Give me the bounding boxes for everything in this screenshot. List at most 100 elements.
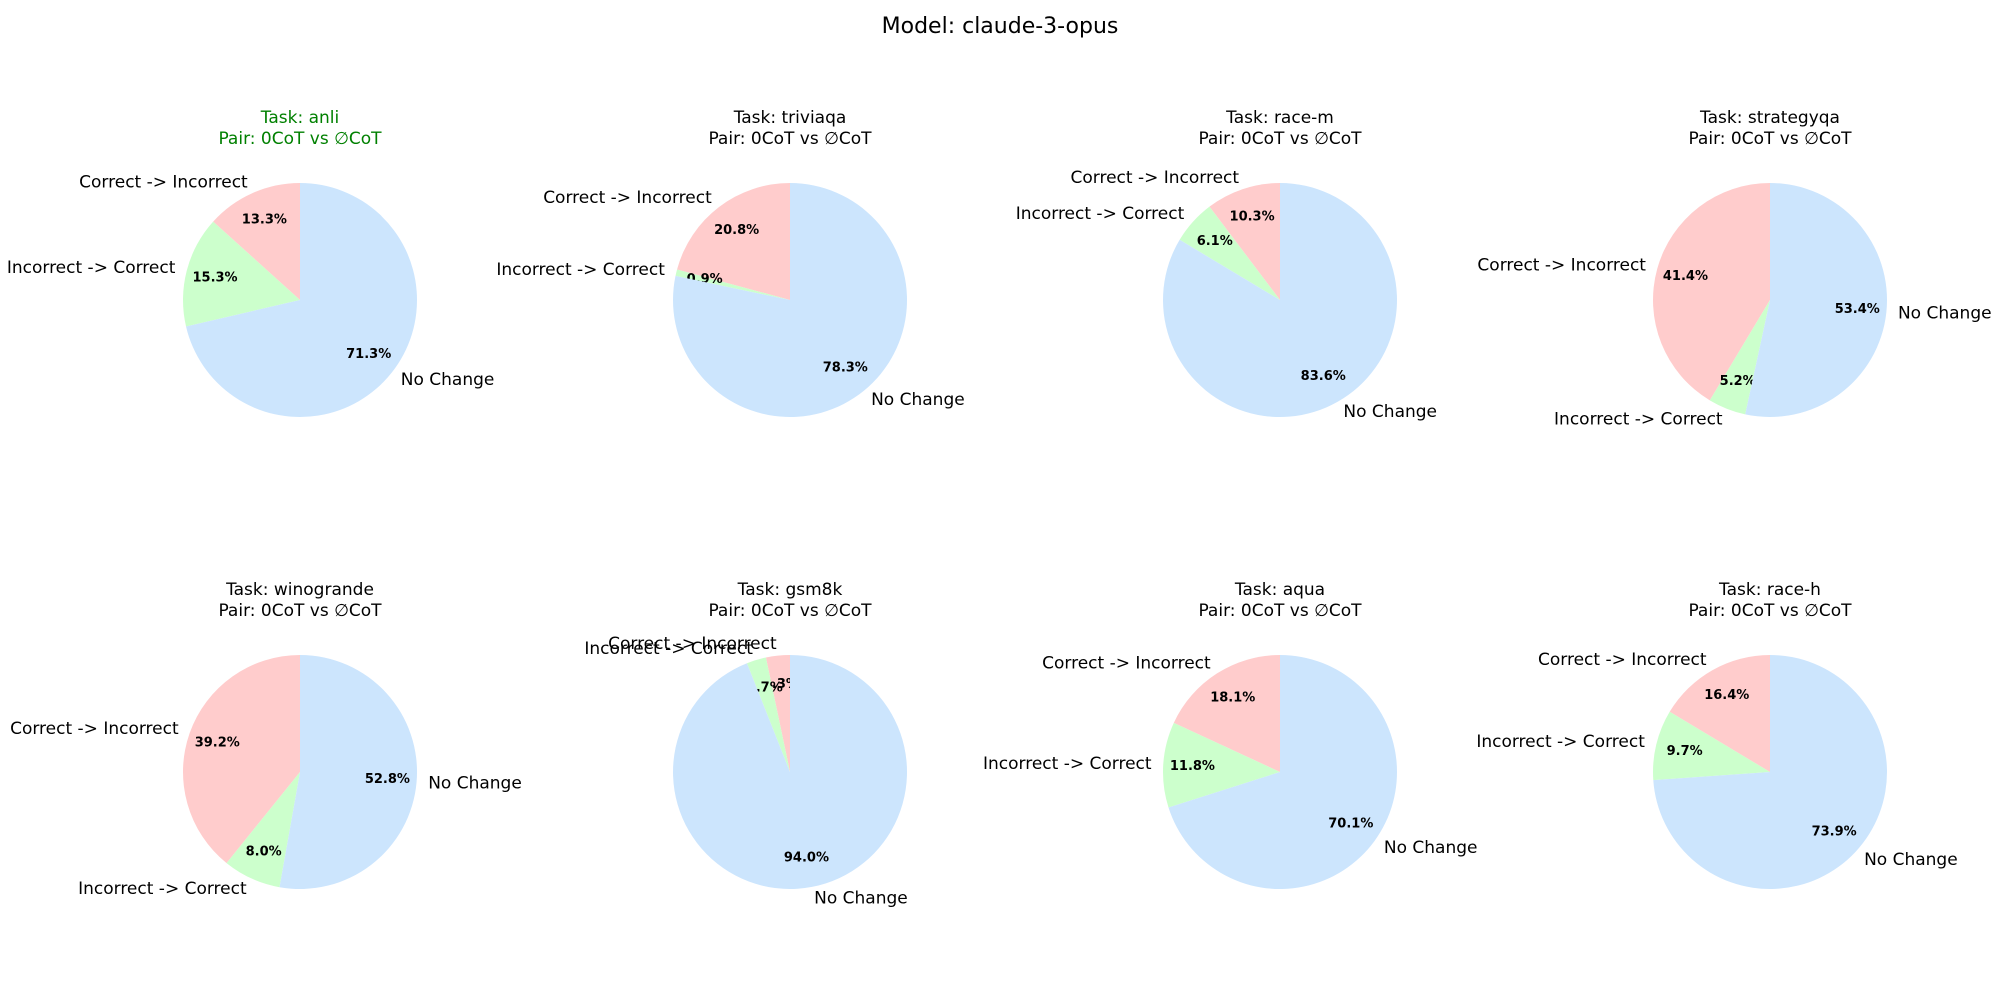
pie-slice-no-change: [1163, 183, 1398, 417]
pie-slice-correct-to-incorrect: [1173, 655, 1280, 772]
pie-slice-correct-to-incorrect: [213, 183, 300, 300]
pie-category-label: Incorrect -> Correct: [1016, 204, 1185, 224]
pie-slice-correct-to-incorrect: [183, 655, 300, 864]
pie-slice-incorrect-to-correct: [1653, 711, 1770, 781]
pie-slice-no-change: [186, 182, 418, 417]
pie-category-label: Correct -> Incorrect: [10, 719, 179, 739]
panel-title-pair: Pair: 0CoT vs ∅CoT: [708, 601, 872, 621]
pie-category-label: No Change: [814, 888, 908, 908]
pie-panel-triviaqa: 20.8% Correct -> Incorrect 0.9% Incorrect -…: [496, 0, 1040, 470]
pie-value-label: 73.9%: [1812, 824, 1857, 839]
pie-slice-incorrect-to-correct: [183, 221, 300, 327]
pie-value-label: 53.4%: [1835, 302, 1880, 317]
pie-value-label: 16.4%: [1704, 688, 1749, 703]
pie-category-label: Correct -> Incorrect: [1042, 654, 1211, 674]
panel-title-pair: Pair: 0CoT vs ∅CoT: [1688, 129, 1852, 149]
pie-value-label: 15.3%: [192, 271, 237, 286]
pie-slice-incorrect-to-correct: [226, 772, 300, 888]
panel-title: Task: aqua Pair: 0CoT vs ∅CoT: [1030, 580, 1530, 622]
pie-value-label: 83.6%: [1301, 369, 1346, 384]
pie-category-label: Correct -> Incorrect: [1071, 168, 1240, 188]
panel-title-task: Task: race-h: [1719, 580, 1821, 600]
panel-title-task: Task: aqua: [1234, 580, 1326, 600]
pie-slice-correct-to-incorrect: [765, 655, 790, 772]
pie-category-label: Incorrect -> Correct: [983, 754, 1152, 774]
pie-panel-anli: 13.3% Correct -> Incorrect 15.3% Incorrect …: [7, 0, 550, 470]
figure-title: Model: claude-3-opus: [881, 14, 1119, 39]
panel-title-task: Task: race-m: [1226, 108, 1334, 128]
pie-panel-strategyqa: 41.4% Correct -> Incorrect 5.2% Incorrect -…: [1477, 0, 2000, 470]
pie-value-label: 70.1%: [1328, 816, 1373, 831]
pie-category-label: No Change: [428, 773, 522, 793]
pie-value-label: 78.3%: [823, 361, 868, 376]
pie-category-label: No Change: [1898, 304, 1992, 324]
pie-category-label: No Change: [401, 370, 495, 390]
pie-chart-svg: 13.3% Correct -> Incorrect 15.3% Incorrect …: [7, 172, 495, 417]
pie-slice-incorrect-to-correct: [1179, 206, 1280, 300]
pie-slice-incorrect-to-correct: [746, 657, 790, 772]
pie-chart-svg: 16.4% Correct -> Incorrect 9.7% Incorrect -…: [1476, 650, 1958, 889]
panel-title-task: Task: gsm8k: [737, 580, 843, 600]
panel-title-pair: Pair: 0CoT vs ∅CoT: [708, 129, 872, 149]
pie-category-label: Incorrect -> Correct: [78, 879, 247, 899]
pie-value-label: 13.3%: [242, 212, 287, 227]
pie-slice-correct-to-incorrect: [1669, 655, 1770, 772]
pie-value-label: 5.2%: [1720, 374, 1756, 389]
pie-slice-no-change: [1653, 655, 1888, 889]
pie-slice-no-change: [673, 183, 908, 417]
pie-value-label: 39.2%: [195, 735, 240, 750]
pie-value-label: 94.0%: [784, 851, 829, 866]
pie-panel-race-m: 10.3% Correct -> Incorrect 6.1% Incorrect -…: [1016, 0, 1530, 470]
panel-title: Task: triviaqa Pair: 0CoT vs ∅CoT: [540, 108, 1040, 150]
pie-category-label: Incorrect -> Correct: [584, 639, 753, 659]
panel-title: Task: strategyqa Pair: 0CoT vs ∅CoT: [1520, 108, 2000, 150]
panel-title: Task: race-m Pair: 0CoT vs ∅CoT: [1030, 108, 1530, 150]
pie-category-label: Incorrect -> Correct: [1554, 410, 1723, 430]
pie-slice-incorrect-to-correct: [1162, 722, 1280, 808]
pie-slice-incorrect-to-correct: [675, 269, 790, 300]
pie-chart-svg: 18.1% Correct -> Incorrect 11.8% Incorrect …: [983, 654, 1478, 889]
pie-slice-incorrect-to-correct: [1709, 300, 1770, 415]
pie-slice-no-change: [673, 655, 908, 889]
panel-title-pair: Pair: 0CoT vs ∅CoT: [218, 601, 382, 621]
pie-value-label: 41.4%: [1663, 269, 1708, 284]
panel-title: Task: anli Pair: 0CoT vs ∅CoT: [50, 108, 550, 150]
pie-category-label: No Change: [871, 390, 965, 410]
pie-slice-no-change: [1168, 655, 1397, 889]
panel-title: Task: race-h Pair: 0CoT vs ∅CoT: [1520, 580, 2000, 622]
pie-category-label: Correct -> Incorrect: [608, 634, 777, 654]
pie-category-label: Correct -> Incorrect: [543, 188, 712, 208]
pie-category-label: No Change: [1384, 838, 1478, 858]
pie-panel-winogrande: 39.2% Correct -> Incorrect 8.0% Incorrect -…: [10, 472, 550, 942]
pie-category-label: Incorrect -> Correct: [496, 260, 665, 280]
pie-panel-aqua: 18.1% Correct -> Incorrect 11.8% Incorrect …: [983, 472, 1530, 942]
pie-value-label: 9.7%: [1667, 744, 1703, 759]
pie-category-label: No Change: [1343, 402, 1437, 422]
pie-chart-svg: 39.2% Correct -> Incorrect 8.0% Incorrect -…: [10, 655, 522, 899]
panel-title-pair: Pair: 0CoT vs ∅CoT: [218, 129, 382, 149]
pie-category-label: Incorrect -> Correct: [7, 258, 176, 278]
pie-panel-gsm8k: 3.3% Correct -> Incorrect 2.7% Incorrect ->…: [540, 472, 1040, 942]
pie-category-label: Correct -> Incorrect: [1477, 256, 1646, 276]
panel-title-task: Task: winogrande: [226, 580, 374, 600]
panel-title-pair: Pair: 0CoT vs ∅CoT: [1198, 601, 1362, 621]
pie-value-label: 52.8%: [365, 772, 410, 787]
pie-slice-no-change: [1745, 182, 1888, 417]
pie-chart-svg: 41.4% Correct -> Incorrect 5.2% Incorrect -…: [1477, 182, 1992, 430]
pie-panel-race-h: 16.4% Correct -> Incorrect 9.7% Incorrect -…: [1476, 472, 2000, 942]
pie-slice-correct-to-incorrect: [1653, 183, 1770, 401]
pie-category-label: No Change: [1864, 850, 1958, 870]
panel-title-pair: Pair: 0CoT vs ∅CoT: [1198, 129, 1362, 149]
pie-value-label: 18.1%: [1210, 691, 1255, 706]
pie-slice-correct-to-incorrect: [1209, 183, 1280, 300]
pie-slice-no-change: [279, 655, 418, 889]
panel-title-task: Task: triviaqa: [733, 108, 847, 128]
pie-category-label: Incorrect -> Correct: [1476, 732, 1645, 752]
pie-value-label: 20.8%: [714, 223, 759, 238]
pie-value-label: 10.3%: [1230, 209, 1275, 224]
panel-title-task: Task: strategyqa: [1700, 108, 1840, 128]
panel-title-pair: Pair: 0CoT vs ∅CoT: [1688, 601, 1852, 621]
